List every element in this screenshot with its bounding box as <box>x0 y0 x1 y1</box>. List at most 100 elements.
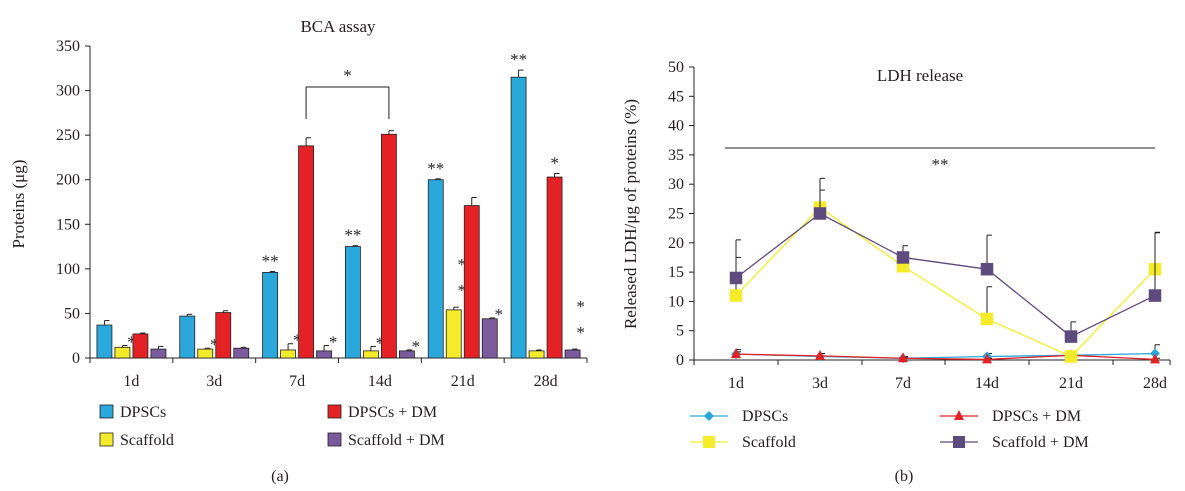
ldh-x-tick-label: 3d <box>812 375 828 392</box>
ldh-x-tick-label: 14d <box>975 375 999 392</box>
ldh-data-point <box>729 289 743 302</box>
ldh-x-tick-label: 21d <box>1059 375 1083 392</box>
ldh-y-tick-label: 20 <box>668 235 684 252</box>
bca-bar <box>381 133 397 359</box>
ldh-y-tick-label: 15 <box>668 264 684 281</box>
bca-significance-mark: * <box>550 153 559 172</box>
ldh-series-line <box>735 353 1156 361</box>
ldh-data-point <box>980 262 994 276</box>
bca-y-tick-label: 350 <box>56 38 80 55</box>
ldh-legend-marker <box>704 411 714 421</box>
ldh-legend-label: DPSCs + DM <box>992 408 1081 425</box>
ldh-legend-label: Scaffold + DM <box>992 434 1089 451</box>
bca-y-tick-label: 300 <box>56 83 80 100</box>
ldh-x-tick-label: 1d <box>728 375 744 392</box>
ldh-data-point <box>731 348 741 359</box>
bca-legend-label: Scaffold <box>120 432 174 449</box>
ldh-lines: ** <box>725 147 1162 364</box>
ldh-y-tick-label: 30 <box>668 176 684 193</box>
bca-significance-mark: * <box>376 333 385 352</box>
bca-bar <box>132 333 149 359</box>
bca-x-tick-label: 21d <box>451 373 475 390</box>
bca-x-tick-label: 3d <box>206 373 222 390</box>
bca-y-tick-label: 0 <box>72 350 80 367</box>
bca-significance-mark: * <box>458 255 467 274</box>
bca-bar <box>298 145 314 359</box>
bca-significance-mark: * <box>329 333 338 352</box>
bca-significance-mark: ** <box>262 252 279 271</box>
bca-bar <box>150 348 167 359</box>
bca-bar <box>280 349 296 359</box>
ldh-y-axis-label: Released LDH/μg of proteins (%) <box>621 99 640 329</box>
bca-legend-swatch <box>99 432 114 447</box>
bca-bar <box>528 350 545 359</box>
bca-legend-label: DPSCs <box>120 404 166 421</box>
ldh-data-point <box>813 207 827 220</box>
ldh-legend-marker <box>703 436 715 448</box>
bca-bar <box>345 246 361 359</box>
ldh-series-line <box>735 206 1156 358</box>
bca-bracket-significance: * <box>343 66 352 85</box>
bca-legend: DPSCs Scaffold DPSCs + DM Scaffold + DM <box>99 404 445 449</box>
ldh-y-tick-label: 50 <box>668 59 684 76</box>
ldh-y-tick-label: 25 <box>668 206 684 223</box>
ldh-data-point <box>982 353 992 364</box>
ldh-y-tick-label: 35 <box>668 147 684 164</box>
ldh-data-point <box>815 349 825 360</box>
bca-legend-label: Scaffold + DM <box>348 432 445 449</box>
bca-significance-mark: * <box>127 333 136 352</box>
bca-legend-swatch <box>327 432 342 447</box>
bca-significance-mark: * <box>412 337 421 356</box>
bca-axes: 0 50 100 150 200 250 300 350 1d 3d 7d 14d 21d 28d <box>56 38 588 390</box>
bca-chart: BCA assay Proteins (μg) 0 50 100 150 200 250 3… <box>9 17 588 485</box>
bca-x-tick-label: 28d <box>534 373 558 390</box>
ldh-y-tick-label: 45 <box>668 88 684 105</box>
bca-bar <box>179 315 196 359</box>
ldh-y-tick-label: 40 <box>668 118 684 135</box>
bca-x-tick-label: 14d <box>368 373 392 390</box>
bca-significance-mark: * <box>576 323 585 342</box>
bca-legend-swatch <box>327 404 342 419</box>
ldh-data-point <box>729 271 743 285</box>
bca-y-tick-label: 250 <box>56 127 80 144</box>
ldh-legend-label: DPSCs <box>742 408 788 425</box>
ldh-data-point <box>1064 330 1078 343</box>
ldh-x-tick-label: 7d <box>895 375 911 392</box>
ldh-series-line <box>735 212 1156 338</box>
bca-significance-mark: * <box>576 297 585 316</box>
ldh-data-point <box>1148 289 1162 302</box>
ldh-axes: 0 5 10 15 20 25 30 35 40 45 50 1d 3d 7d 14d 21d 28d <box>668 59 1171 392</box>
bca-comparison-bracket <box>305 86 390 119</box>
ldh-x-tick-label: 28d <box>1143 375 1167 392</box>
ldh-data-point <box>1150 353 1160 364</box>
bca-bar <box>510 76 527 359</box>
ldh-chart: LDH release Released LDH/μg of proteins … <box>621 59 1171 485</box>
ldh-y-tick-label: 0 <box>676 352 684 369</box>
ldh-chart-title: LDH release <box>877 66 963 85</box>
ldh-data-point <box>980 312 994 326</box>
bca-significance-mark: * <box>458 281 467 300</box>
bca-legend-swatch <box>99 404 114 419</box>
bca-significance-mark: * <box>293 331 302 350</box>
ldh-legend-marker <box>953 436 965 448</box>
ldh-y-tick-label: 10 <box>668 293 684 310</box>
bca-bar <box>233 347 250 359</box>
ldh-data-point <box>898 352 908 363</box>
panel-a-label: (a) <box>271 468 289 485</box>
bca-bar <box>564 349 581 359</box>
bca-significance-mark: ** <box>344 226 361 245</box>
bca-significance-mark: ** <box>510 50 527 69</box>
bca-y-tick-label: 100 <box>56 261 80 278</box>
bca-bar <box>546 176 563 359</box>
ldh-legend: DPSCs Scaffold DPSCs + DM Scaffold + DM <box>690 408 1089 451</box>
ldh-data-point <box>896 251 910 264</box>
bca-y-tick-label: 200 <box>56 172 80 189</box>
ldh-y-tick-label: 5 <box>676 323 684 340</box>
ldh-legend-marker <box>954 410 964 420</box>
bca-y-tick-label: 150 <box>56 216 80 233</box>
bca-significance-mark: * <box>495 305 504 324</box>
bca-legend-label: DPSCs + DM <box>348 404 437 421</box>
bca-bar <box>262 272 278 359</box>
bca-bar <box>481 318 498 359</box>
